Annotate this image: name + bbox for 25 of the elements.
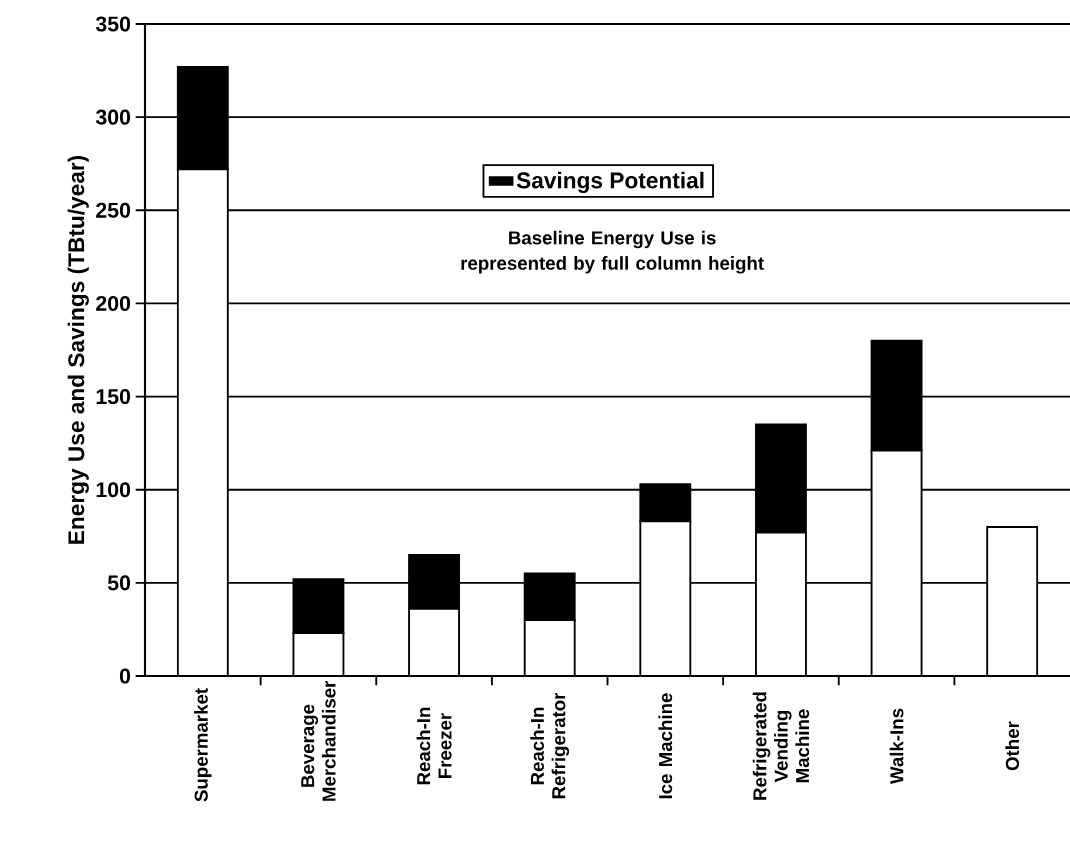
bar	[408, 553, 461, 610]
bar	[292, 578, 345, 635]
bar	[755, 423, 807, 534]
bar	[523, 572, 576, 622]
annotation: Baseline Energy Use is represented by full column height	[461, 230, 764, 274]
x-tick-label: Supermarket	[194, 688, 212, 802]
y-tick-label: 100	[96, 482, 131, 498]
y-tick-label: 50	[107, 575, 131, 591]
y-tick-label: 0	[119, 668, 131, 684]
x-tick-label: Ice Machine	[658, 693, 673, 799]
x-tick-label: Beverage Merchandiser	[301, 680, 336, 801]
y-tick-label: 350	[95, 16, 131, 32]
x-tick-label: Other	[1005, 721, 1020, 771]
bar	[639, 483, 692, 523]
bar	[870, 339, 923, 452]
legend-label: Savings Potential	[516, 171, 704, 194]
y-tick-label: 200	[96, 295, 131, 311]
x-tick-label: Reach-In Refrigerator	[530, 692, 570, 799]
x-tick-label: Reach-In Freezer	[416, 707, 452, 785]
x-tick-label: Refrigerated Vending Machine	[752, 692, 810, 800]
x-tick-label: Walk-Ins	[889, 708, 904, 785]
y-tick-label: 150	[96, 389, 131, 405]
y-tick-label: 250	[96, 202, 131, 218]
y-tick-label: 300	[95, 109, 131, 125]
y-axis-title: Energy Use and Savings (TBtu/year)	[67, 155, 89, 544]
